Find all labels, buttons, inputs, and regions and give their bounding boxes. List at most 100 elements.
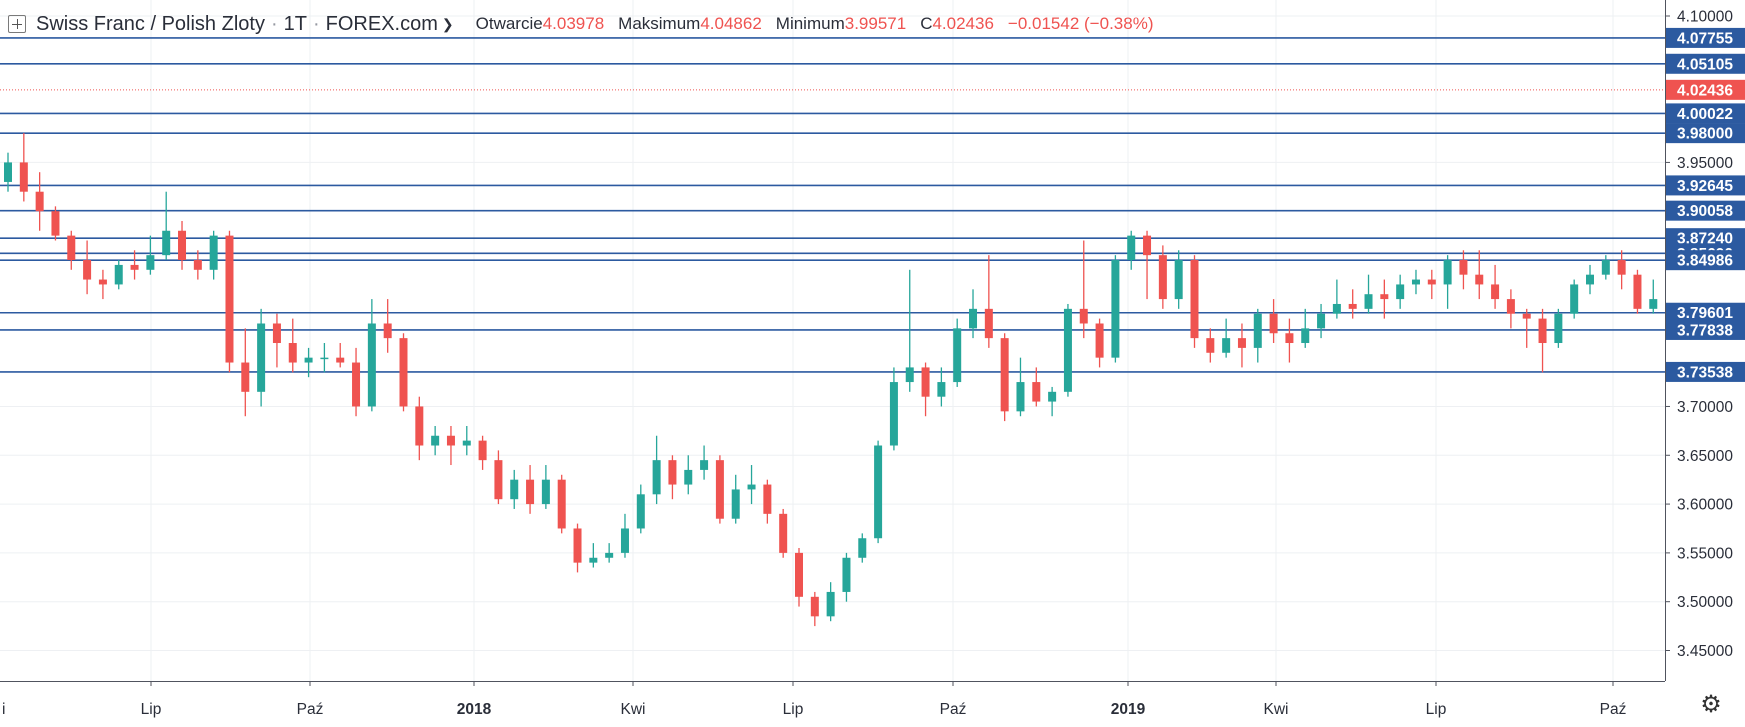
level-price-badge (1666, 27, 1745, 48)
candle-body (1570, 284, 1579, 314)
level-price-label: 3.73538 (1677, 364, 1733, 381)
candle-body (1427, 279, 1436, 285)
time-tick-label: Lip (141, 701, 162, 718)
level-price-label: 3.79601 (1677, 305, 1733, 322)
candle-body (1506, 299, 1515, 314)
candle-body (462, 440, 471, 446)
candle-body (1586, 274, 1594, 285)
low-label: Minimum (775, 14, 845, 33)
candle-body (67, 235, 76, 261)
time-tick-label: Paź (297, 701, 324, 718)
candle-body (1237, 338, 1246, 348)
candle-body (178, 230, 187, 261)
candle-body (288, 343, 297, 363)
candle-body (620, 528, 629, 553)
candle-body (652, 460, 661, 495)
candle-body (573, 528, 582, 563)
candle-body (1380, 294, 1389, 300)
grid-lines (0, 0, 1665, 681)
price-tick-label: 3.70000 (1677, 399, 1733, 416)
candle-body (272, 323, 281, 344)
candle-body (1475, 274, 1484, 285)
low-value: 3.99571 (844, 14, 907, 33)
candle-body (541, 479, 550, 505)
candle-body (1364, 294, 1373, 309)
candle-body (446, 435, 455, 446)
last-price-label: 4.02436 (1677, 82, 1733, 99)
candle-body (494, 460, 503, 500)
candle-body (731, 489, 740, 519)
candles-layer (4, 133, 1745, 627)
candle-body (1174, 260, 1183, 300)
time-tick-label: 2019 (1111, 701, 1146, 718)
candle-body (1633, 274, 1642, 309)
separator-dot: · (270, 12, 278, 35)
level-price-badge (1666, 200, 1745, 221)
plus-square-icon[interactable] (8, 15, 26, 33)
level-price-label: 3.84986 (1677, 253, 1733, 270)
level-price-badge (1666, 53, 1745, 74)
axis-corner (1665, 681, 1745, 727)
candle-body (1000, 338, 1009, 412)
source-label[interactable]: FOREX.com (325, 12, 438, 35)
time-tick-label: 2018 (457, 701, 492, 718)
candle-body (937, 382, 946, 397)
change-value: −0.01542 (−0.38%) (1007, 14, 1154, 33)
candle-body (921, 367, 930, 397)
candle-body (715, 460, 724, 519)
level-price-label: 4.05105 (1677, 56, 1733, 73)
candle-body (1269, 313, 1278, 334)
candle-body (1396, 284, 1405, 300)
candle-body (1601, 260, 1610, 275)
level-price-label: 3.77838 (1677, 322, 1733, 339)
chevron-down-icon[interactable]: ❯ (441, 15, 454, 32)
gear-icon[interactable]: ⚙ (1700, 691, 1722, 718)
candle-body (1443, 260, 1452, 285)
candle-body (1649, 299, 1658, 309)
candle-body (98, 279, 107, 285)
candle-body (636, 494, 645, 529)
candle-body (589, 557, 598, 563)
candle-body (1063, 308, 1072, 392)
candle-body (810, 596, 819, 617)
candle-body (352, 362, 361, 407)
high-value: 4.04862 (700, 14, 762, 33)
close-value: 4.02436 (932, 14, 994, 33)
candle-body (1285, 333, 1294, 344)
candle-body (526, 479, 535, 505)
candle-body (431, 435, 440, 446)
candle-body (1016, 382, 1025, 412)
candle-body (1554, 313, 1563, 344)
interval-label[interactable]: 1T (283, 12, 307, 35)
candle-body (304, 357, 313, 363)
candle-body (605, 552, 614, 558)
price-tick-label: 3.65000 (1677, 448, 1733, 465)
price-tick-label: 3.55000 (1677, 545, 1733, 562)
candle-body (320, 357, 329, 360)
symbol-name[interactable]: Swiss Franc / Polish Zloty (36, 12, 265, 35)
high-label: Maksimum (618, 14, 701, 33)
candle-body (1538, 318, 1547, 344)
candle-body (953, 328, 962, 383)
candle-body (747, 484, 756, 490)
candle-body (1158, 255, 1167, 300)
candle-body (241, 362, 250, 392)
candle-body (510, 479, 519, 500)
price-tick-label: 3.60000 (1677, 497, 1733, 514)
separator-dot: · (312, 12, 320, 35)
candle-body (842, 557, 851, 592)
candle-body (415, 406, 424, 446)
candle-body (257, 323, 266, 392)
candle-body (336, 357, 345, 363)
candle-body (905, 367, 914, 383)
candle-body (984, 308, 993, 339)
level-price-label: 4.07755 (1677, 30, 1733, 47)
candle-body (146, 255, 155, 270)
level-price-badge (1666, 319, 1745, 340)
level-price-badge (1666, 302, 1745, 323)
candle-body (700, 460, 709, 470)
candle-body (1111, 260, 1120, 358)
candle-body (114, 264, 123, 285)
